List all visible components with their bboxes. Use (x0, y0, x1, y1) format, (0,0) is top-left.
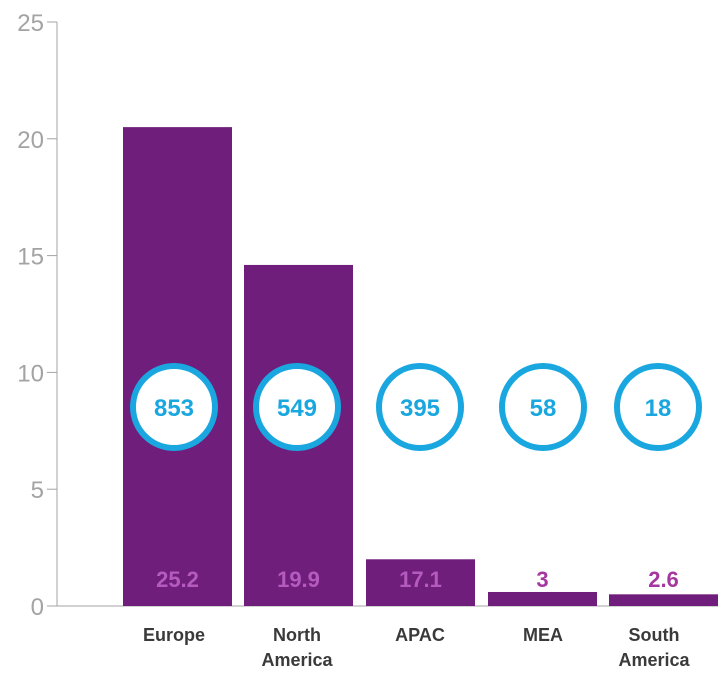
circle-marker (253, 363, 341, 451)
bar-value-label: 25.2 (156, 567, 199, 592)
circle-value-label: 58 (530, 395, 557, 422)
circle-value-label: 395 (400, 395, 440, 422)
y-tick-label: 15 (17, 244, 44, 271)
bar (609, 594, 718, 606)
y-tick-label: 25 (17, 10, 44, 37)
bar-value-label: 2.6 (648, 567, 679, 592)
circle-marker (614, 363, 702, 451)
y-axis: 0 5 10 15 20 25 (17, 10, 718, 621)
category-label-line: MEA (523, 625, 563, 645)
circle-value-label: 853 (154, 395, 194, 422)
category-label: MEA (523, 625, 563, 645)
y-tick-label: 10 (17, 360, 44, 387)
category-label-line: Europe (143, 625, 205, 645)
category-label: North America (261, 625, 333, 670)
category-label-line: North (273, 625, 321, 645)
category-label: APAC (395, 625, 445, 645)
bar-value-label: 3 (536, 567, 548, 592)
bar (488, 591, 597, 606)
circle-marker (499, 363, 587, 451)
category-label: Europe (143, 625, 205, 645)
y-tick-label: 5 (31, 477, 44, 504)
category-label-line: America (261, 650, 333, 670)
circle-value-label: 549 (277, 395, 317, 422)
circle-value-label: 18 (645, 395, 672, 422)
labels: 25.2 19.9 17.1 3 2.6 853 549 395 58 18 Europe North… (130, 363, 702, 670)
y-tick-label: 20 (17, 127, 44, 154)
y-tick-label: 0 (31, 594, 44, 621)
circle-marker (376, 363, 464, 451)
category-label-line: South (629, 625, 680, 645)
category-label: South America (618, 625, 690, 670)
bar-value-label: 17.1 (399, 567, 442, 592)
category-label-line: APAC (395, 625, 445, 645)
bar (366, 559, 475, 606)
category-label-line: America (618, 650, 690, 670)
bar-value-label: 19.9 (277, 567, 320, 592)
circle-marker (130, 363, 218, 451)
